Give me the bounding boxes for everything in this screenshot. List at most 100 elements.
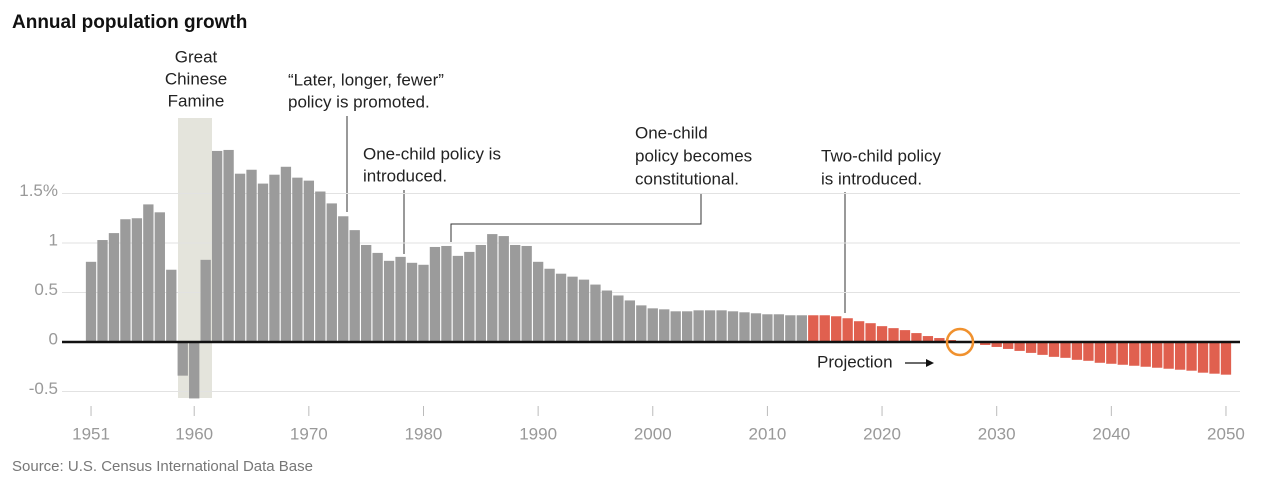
annotation: Two-child policy xyxy=(821,146,941,165)
x-tick-label: 2050 xyxy=(1207,424,1245,443)
bar xyxy=(831,316,842,342)
bar xyxy=(716,310,727,342)
bar xyxy=(1129,342,1140,366)
bar xyxy=(842,318,853,342)
bar xyxy=(773,314,785,342)
annotation: constitutional. xyxy=(635,169,739,188)
arrow-head xyxy=(926,359,934,367)
bar xyxy=(441,245,452,342)
bar xyxy=(372,252,383,342)
pointer xyxy=(450,194,702,242)
bar xyxy=(659,309,670,342)
chart-title: Annual population growth xyxy=(12,12,247,33)
annotation: Great xyxy=(175,47,218,66)
bar xyxy=(452,255,464,342)
bar xyxy=(601,290,613,342)
bar xyxy=(464,251,475,342)
bar xyxy=(876,326,888,342)
bar xyxy=(166,269,177,342)
x-tick-label: 2030 xyxy=(978,424,1016,443)
bar xyxy=(1083,342,1094,361)
bar xyxy=(269,174,280,342)
annotation: One-child xyxy=(635,123,708,142)
bar xyxy=(1060,342,1071,358)
bar xyxy=(739,312,750,342)
x-tick-label: 2010 xyxy=(748,424,786,443)
bar xyxy=(578,279,590,342)
x-tick-label: 1990 xyxy=(519,424,557,443)
bar xyxy=(85,261,97,342)
bar xyxy=(303,180,315,342)
bar xyxy=(292,177,303,342)
bar xyxy=(177,342,188,376)
bar xyxy=(853,321,865,342)
bar xyxy=(888,328,899,342)
y-tick-label: 0 xyxy=(49,329,58,348)
bar xyxy=(487,234,498,342)
bar xyxy=(704,310,716,342)
bar xyxy=(636,305,647,342)
bar xyxy=(338,216,349,342)
bar xyxy=(785,315,796,342)
x-tick-label: 1951 xyxy=(72,424,110,443)
later-note: “Later, longer, fewer” policy is promote… xyxy=(288,70,444,212)
bar xyxy=(315,191,326,342)
annotation: “Later, longer, fewer” xyxy=(288,70,444,89)
bar xyxy=(1025,342,1037,353)
annotation: introduced. xyxy=(363,166,447,185)
bar xyxy=(510,244,521,342)
bar xyxy=(475,244,486,342)
bar xyxy=(1048,342,1060,357)
bar xyxy=(624,300,635,342)
bar xyxy=(727,311,739,342)
bar xyxy=(762,314,773,342)
annotation: One-child policy is xyxy=(363,144,501,163)
bar xyxy=(670,311,681,342)
annotation: policy is promoted. xyxy=(288,92,430,111)
bar xyxy=(647,308,658,342)
y-tick-label: 1 xyxy=(49,230,58,249)
x-tick-label: 1980 xyxy=(405,424,443,443)
constitution-note: One-child policy becomes constitutional. xyxy=(450,123,752,242)
bar xyxy=(1209,342,1220,374)
bar xyxy=(1117,342,1128,365)
bar xyxy=(349,230,360,342)
bar xyxy=(590,284,601,342)
bar xyxy=(521,245,532,342)
bar xyxy=(1002,342,1014,349)
annotation: Famine xyxy=(168,91,225,110)
y-tick-label: -0.5 xyxy=(29,379,58,398)
bar xyxy=(234,173,246,342)
bar xyxy=(189,342,200,399)
bar xyxy=(498,236,509,342)
bar xyxy=(865,323,876,342)
bar xyxy=(1220,342,1232,375)
x-tick-label: 2000 xyxy=(634,424,672,443)
annotation: policy becomes xyxy=(635,146,752,165)
bar xyxy=(395,256,406,342)
bar xyxy=(911,333,922,342)
bar xyxy=(934,338,945,342)
bar xyxy=(1094,342,1106,363)
x-tick-label: 1960 xyxy=(175,424,213,443)
x-tick-label: 2020 xyxy=(863,424,901,443)
bar xyxy=(682,311,693,342)
bar xyxy=(555,273,567,342)
bar xyxy=(1140,342,1151,367)
bar xyxy=(257,183,269,342)
bar xyxy=(922,336,934,342)
bar xyxy=(899,330,911,342)
bar xyxy=(429,246,441,342)
bar xyxy=(991,342,1002,347)
projection-label: Projection xyxy=(817,352,893,371)
bar xyxy=(1186,342,1197,371)
bar xyxy=(1163,342,1174,369)
bar xyxy=(808,315,819,342)
bar xyxy=(223,149,234,342)
bar xyxy=(980,342,991,345)
bar xyxy=(154,212,165,342)
annotation: Chinese xyxy=(165,69,227,88)
projection-marker xyxy=(945,327,975,357)
source: Source: U.S. Census International Data B… xyxy=(12,458,313,475)
